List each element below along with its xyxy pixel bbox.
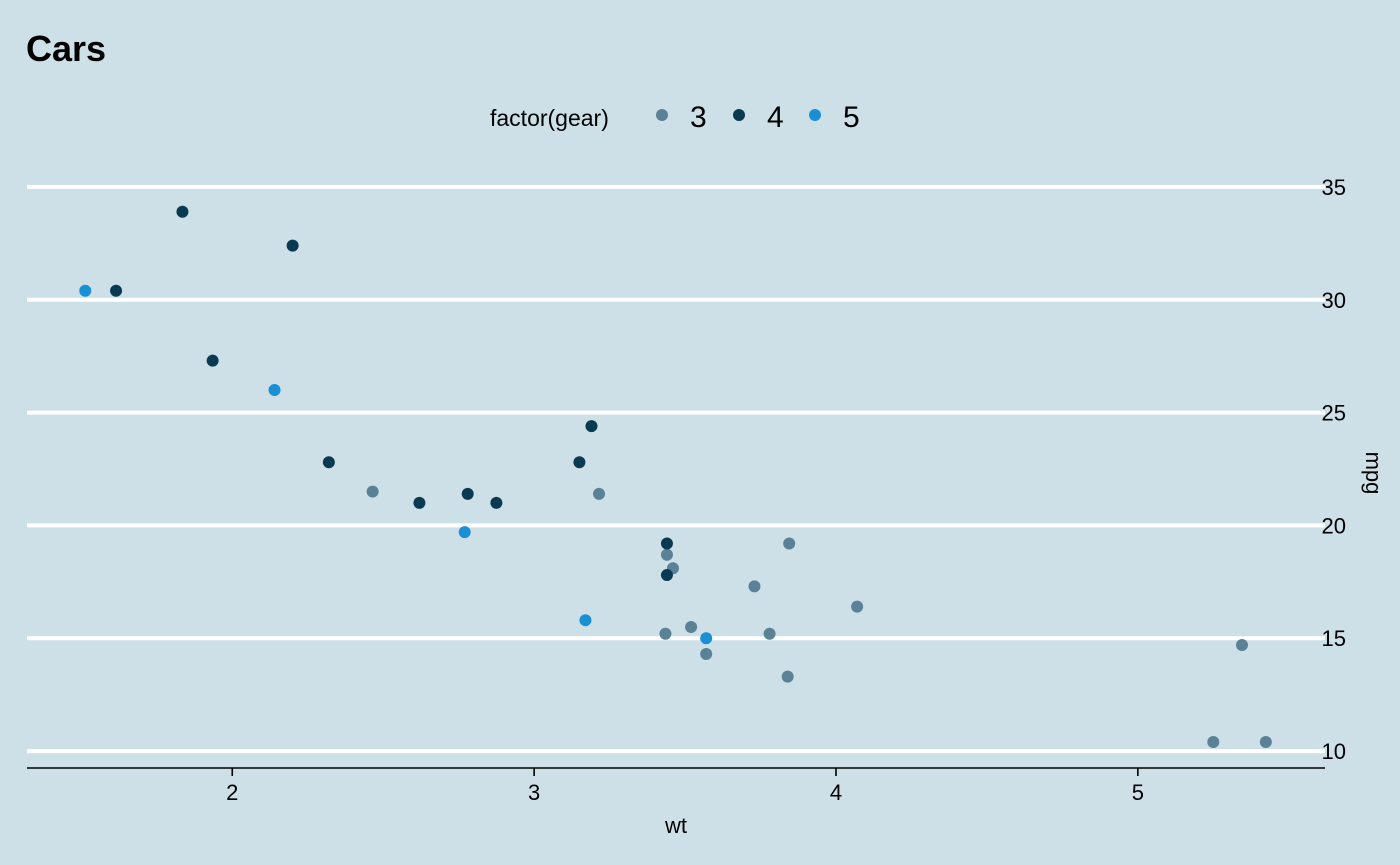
data-point-gear-4 bbox=[461, 487, 474, 500]
data-point-gear-4 bbox=[490, 496, 503, 509]
data-point-gear-3 bbox=[366, 485, 379, 498]
legend-key-5 bbox=[809, 109, 821, 121]
legend-key-4 bbox=[733, 109, 745, 121]
legend-label-3: 3 bbox=[690, 101, 707, 134]
data-point-gear-5 bbox=[79, 284, 92, 297]
data-point-gear-3 bbox=[748, 580, 761, 593]
y-tick-label: 25 bbox=[1322, 401, 1346, 426]
data-point-gear-4 bbox=[286, 239, 299, 252]
data-point-gear-4 bbox=[585, 420, 598, 433]
data-point-gear-3 bbox=[685, 620, 698, 633]
data-point-gear-3 bbox=[1235, 639, 1248, 652]
data-point-gear-4 bbox=[660, 569, 673, 582]
data-point-gear-3 bbox=[593, 487, 606, 500]
data-point-gear-4 bbox=[206, 354, 219, 367]
data-point-gear-3 bbox=[851, 600, 864, 613]
y-tick-label: 10 bbox=[1322, 739, 1346, 764]
data-point-gear-4 bbox=[176, 205, 189, 218]
data-point-gear-3 bbox=[781, 670, 794, 683]
legend-title: factor(gear) bbox=[490, 105, 609, 131]
x-tick-label: 3 bbox=[528, 780, 540, 805]
data-point-gear-3 bbox=[763, 627, 776, 640]
y-tick-label: 30 bbox=[1322, 288, 1346, 313]
chart-title: Cars bbox=[26, 28, 106, 69]
data-point-gear-4 bbox=[660, 537, 673, 550]
y-axis-title: mpg bbox=[1361, 452, 1386, 495]
legend-label-4: 4 bbox=[767, 101, 784, 134]
gridlines bbox=[27, 184, 1325, 754]
data-points bbox=[79, 205, 1272, 749]
data-point-gear-3 bbox=[1259, 736, 1272, 749]
data-point-gear-5 bbox=[579, 614, 592, 627]
legend: factor(gear) 3 4 5 bbox=[490, 101, 860, 134]
data-point-gear-3 bbox=[783, 537, 796, 550]
data-point-gear-4 bbox=[322, 456, 335, 469]
data-point-gear-3 bbox=[660, 548, 673, 561]
legend-label-5: 5 bbox=[843, 101, 860, 134]
data-point-gear-3 bbox=[700, 648, 713, 661]
y-tick-label: 35 bbox=[1322, 175, 1346, 200]
data-point-gear-3 bbox=[659, 627, 672, 640]
x-tick-label: 2 bbox=[226, 780, 238, 805]
data-point-gear-4 bbox=[110, 284, 123, 297]
x-tick-label: 5 bbox=[1132, 780, 1144, 805]
data-point-gear-5 bbox=[458, 526, 471, 539]
y-tick-label: 15 bbox=[1322, 626, 1346, 651]
data-point-gear-4 bbox=[573, 456, 586, 469]
data-point-gear-4 bbox=[413, 496, 426, 509]
legend-key-3 bbox=[656, 109, 668, 121]
data-point-gear-5 bbox=[268, 384, 281, 397]
x-tick-label: 4 bbox=[830, 780, 842, 805]
data-point-gear-3 bbox=[1207, 736, 1220, 749]
axes: 10 15 20 25 30 35 2 3 4 5 bbox=[27, 175, 1346, 805]
x-axis-title: wt bbox=[664, 813, 687, 838]
y-tick-label: 20 bbox=[1322, 513, 1346, 538]
data-point-gear-5 bbox=[700, 632, 713, 645]
